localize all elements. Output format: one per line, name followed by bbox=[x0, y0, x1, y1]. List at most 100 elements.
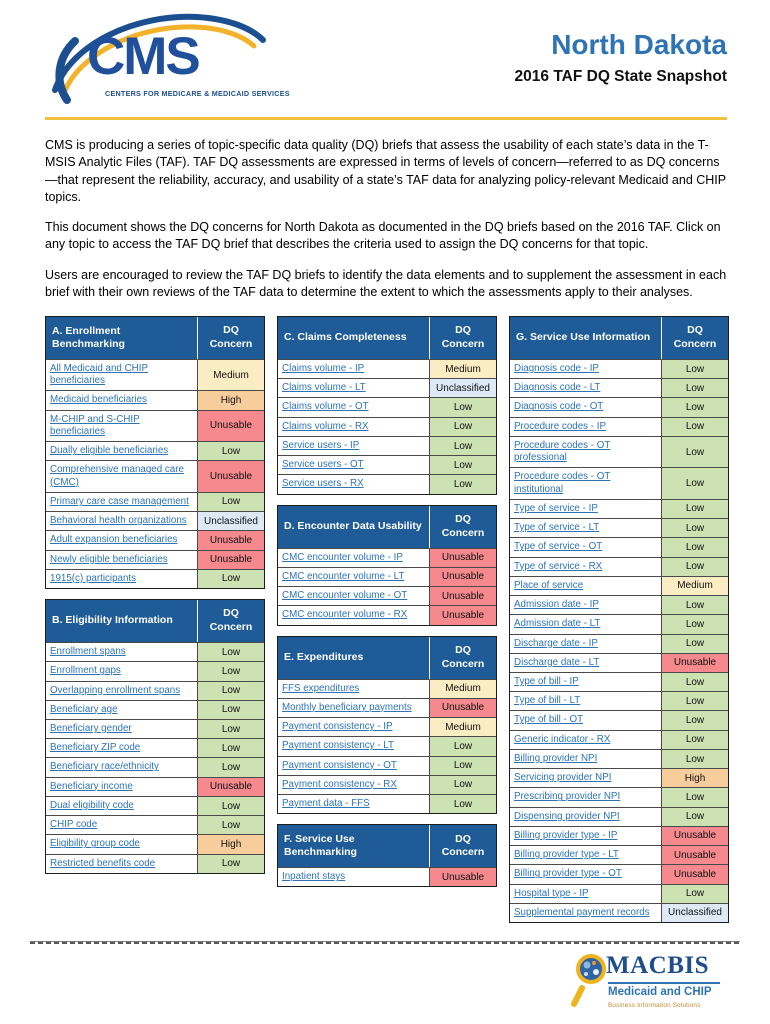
topic-link[interactable]: Newly eligible beneficiaries bbox=[50, 553, 168, 565]
tables-column-2: C. Claims Completeness DQ Concern Claims v… bbox=[277, 316, 497, 888]
topic-link[interactable]: Billing provider type - OT bbox=[514, 868, 622, 880]
topic-link[interactable]: Medicaid beneficiaries bbox=[50, 394, 147, 406]
topic-cell: Discharge date - LT bbox=[510, 653, 662, 672]
topic-link[interactable]: CHIP code bbox=[50, 819, 98, 831]
topic-link[interactable]: Type of bill - LT bbox=[514, 695, 581, 707]
topic-link[interactable]: Type of bill - OT bbox=[514, 714, 584, 726]
topic-cell: Service users - RX bbox=[278, 475, 430, 494]
topic-link[interactable]: Beneficiary gender bbox=[50, 722, 132, 734]
topic-link[interactable]: Generic indicator - RX bbox=[514, 733, 611, 745]
topic-link[interactable]: Type of service - OT bbox=[514, 541, 603, 553]
topic-link[interactable]: Service users - IP bbox=[282, 439, 360, 451]
topic-link[interactable]: All Medicaid and CHIP beneficiaries bbox=[50, 363, 149, 387]
topic-link[interactable]: Monthly beneficiary payments bbox=[282, 701, 412, 713]
topic-link[interactable]: Dual eligibility code bbox=[50, 799, 134, 811]
topic-link[interactable]: Type of service - LT bbox=[514, 522, 600, 534]
topic-link[interactable]: Type of service - RX bbox=[514, 560, 603, 572]
table-row: Type of bill - OT Low bbox=[510, 710, 728, 730]
topic-link[interactable]: Admission date - IP bbox=[514, 599, 599, 611]
concern-badge: Low bbox=[430, 456, 496, 475]
topic-link[interactable]: Discharge date - LT bbox=[514, 656, 600, 668]
topic-link[interactable]: Place of service bbox=[514, 579, 584, 591]
topic-link[interactable]: Claims volume - LT bbox=[282, 382, 366, 394]
topic-link[interactable]: Billing provider type - LT bbox=[514, 849, 619, 861]
topic-link[interactable]: CMC encounter volume - OT bbox=[282, 590, 408, 602]
topic-cell: Payment consistency - OT bbox=[278, 756, 430, 775]
topic-cell: Payment consistency - RX bbox=[278, 775, 430, 794]
dq-concern-header: DQ Concern bbox=[441, 513, 485, 539]
state-title: North Dakota bbox=[551, 29, 727, 60]
table-row: Place of service Medium bbox=[510, 575, 728, 596]
concern-badge: Unusable bbox=[662, 865, 728, 884]
topic-link[interactable]: Supplemental payment records bbox=[514, 906, 650, 918]
topic-cell: Servicing provider NPI bbox=[510, 769, 662, 788]
topic-link[interactable]: Diagnosis code - LT bbox=[514, 382, 601, 394]
concern-badge: Low bbox=[662, 672, 728, 692]
topic-cell: All Medicaid and CHIP beneficiaries bbox=[46, 360, 198, 391]
topic-link[interactable]: Admission date - LT bbox=[514, 618, 601, 630]
topic-link[interactable]: Claims volume - IP bbox=[282, 363, 365, 374]
topic-link[interactable]: Type of bill - IP bbox=[514, 675, 579, 687]
table-row: Prescribing provider NPI Low bbox=[510, 787, 728, 807]
topic-cell: Billing provider NPI bbox=[510, 749, 662, 769]
table-F: F. Service Use Benchmarking DQ Concern Inp… bbox=[277, 824, 497, 888]
intro-paragraph-3: Users are encouraged to review the TAF D… bbox=[45, 267, 727, 299]
topic-link[interactable]: Overlapping enrollment spans bbox=[50, 684, 181, 696]
topic-link[interactable]: Procedure codes - OT institutional bbox=[514, 471, 611, 495]
topic-link[interactable]: Discharge date - IP bbox=[514, 637, 598, 649]
table-row: Claims volume - OT Low bbox=[278, 397, 496, 417]
topic-link[interactable]: Service users - OT bbox=[282, 459, 364, 471]
topic-cell: M-CHIP and S-CHIP beneficiaries bbox=[46, 410, 198, 442]
topic-link[interactable]: Beneficiary ZIP code bbox=[50, 742, 141, 754]
topic-link[interactable]: Beneficiary race/ethnicity bbox=[50, 761, 159, 773]
topic-link[interactable]: Prescribing provider NPI bbox=[514, 791, 621, 803]
topic-link[interactable]: Claims volume - OT bbox=[282, 401, 369, 413]
topic-link[interactable]: Comprehensive managed care (CMC) bbox=[50, 464, 184, 488]
topic-link[interactable]: Hospital type - IP bbox=[514, 887, 589, 899]
topic-link[interactable]: Inpatient stays bbox=[282, 871, 346, 883]
table-row: Service users - OT Low bbox=[278, 455, 496, 475]
topic-link[interactable]: Payment consistency - LT bbox=[282, 740, 394, 752]
concern-badge: Low bbox=[430, 475, 496, 494]
topic-link[interactable]: Payment data - FFS bbox=[282, 797, 370, 809]
topic-link[interactable]: Enrollment gaps bbox=[50, 665, 121, 677]
topic-link[interactable]: Payment consistency - RX bbox=[282, 778, 397, 790]
concern-badge: Unusable bbox=[662, 846, 728, 865]
tables-section: A. Enrollment Benchmarking DQ Concern All … bbox=[0, 314, 770, 924]
topic-link[interactable]: Payment consistency - OT bbox=[282, 759, 397, 771]
topic-link[interactable]: Diagnosis code - OT bbox=[514, 401, 604, 413]
topic-link[interactable]: Procedure codes - OT professional bbox=[514, 439, 611, 464]
topic-link[interactable]: M-CHIP and S-CHIP beneficiaries bbox=[50, 413, 140, 437]
topic-link[interactable]: FFS expenditures bbox=[282, 682, 360, 694]
topic-cell: 1915(c) participants bbox=[46, 569, 198, 589]
topic-link[interactable]: Procedure codes - IP bbox=[514, 420, 607, 432]
topic-link[interactable]: Billing provider NPI bbox=[514, 752, 598, 764]
topic-link[interactable]: 1915(c) participants bbox=[50, 572, 137, 584]
topic-link[interactable]: Claims volume - RX bbox=[282, 420, 369, 432]
topic-link[interactable]: Payment consistency - IP bbox=[282, 721, 393, 733]
concern-badge: Medium bbox=[198, 360, 264, 391]
table-row: Beneficiary gender Low bbox=[46, 718, 264, 739]
topic-link[interactable]: Dually eligible beneficiaries bbox=[50, 445, 169, 457]
topic-link[interactable]: Eligibility group code bbox=[50, 838, 140, 850]
concern-badge: Unusable bbox=[198, 531, 264, 550]
topic-link[interactable]: CMC encounter volume - LT bbox=[282, 570, 405, 582]
topic-link[interactable]: Behavioral health organizations bbox=[50, 515, 187, 527]
topic-link[interactable]: Dispensing provider NPI bbox=[514, 810, 620, 822]
concern-badge: Unusable bbox=[430, 868, 496, 887]
topic-link[interactable]: Billing provider type - IP bbox=[514, 829, 618, 841]
topic-link[interactable]: Enrollment spans bbox=[50, 646, 126, 658]
topic-link[interactable]: CMC encounter volume - RX bbox=[282, 609, 408, 621]
topic-link[interactable]: Restricted benefits code bbox=[50, 857, 156, 869]
concern-badge: Unusable bbox=[662, 653, 728, 672]
topic-link[interactable]: Adult expansion beneficiaries bbox=[50, 534, 178, 546]
topic-link[interactable]: Beneficiary age bbox=[50, 703, 118, 715]
topic-link[interactable]: Diagnosis code - IP bbox=[514, 363, 599, 374]
topic-link[interactable]: Type of service - IP bbox=[514, 502, 598, 514]
topic-link[interactable]: Service users - RX bbox=[282, 478, 364, 490]
concern-badge: Low bbox=[662, 360, 728, 379]
topic-link[interactable]: Servicing provider NPI bbox=[514, 772, 612, 784]
topic-link[interactable]: Primary care case management bbox=[50, 495, 189, 507]
topic-link[interactable]: CMC encounter volume - IP bbox=[282, 551, 403, 563]
topic-link[interactable]: Beneficiary income bbox=[50, 780, 133, 792]
